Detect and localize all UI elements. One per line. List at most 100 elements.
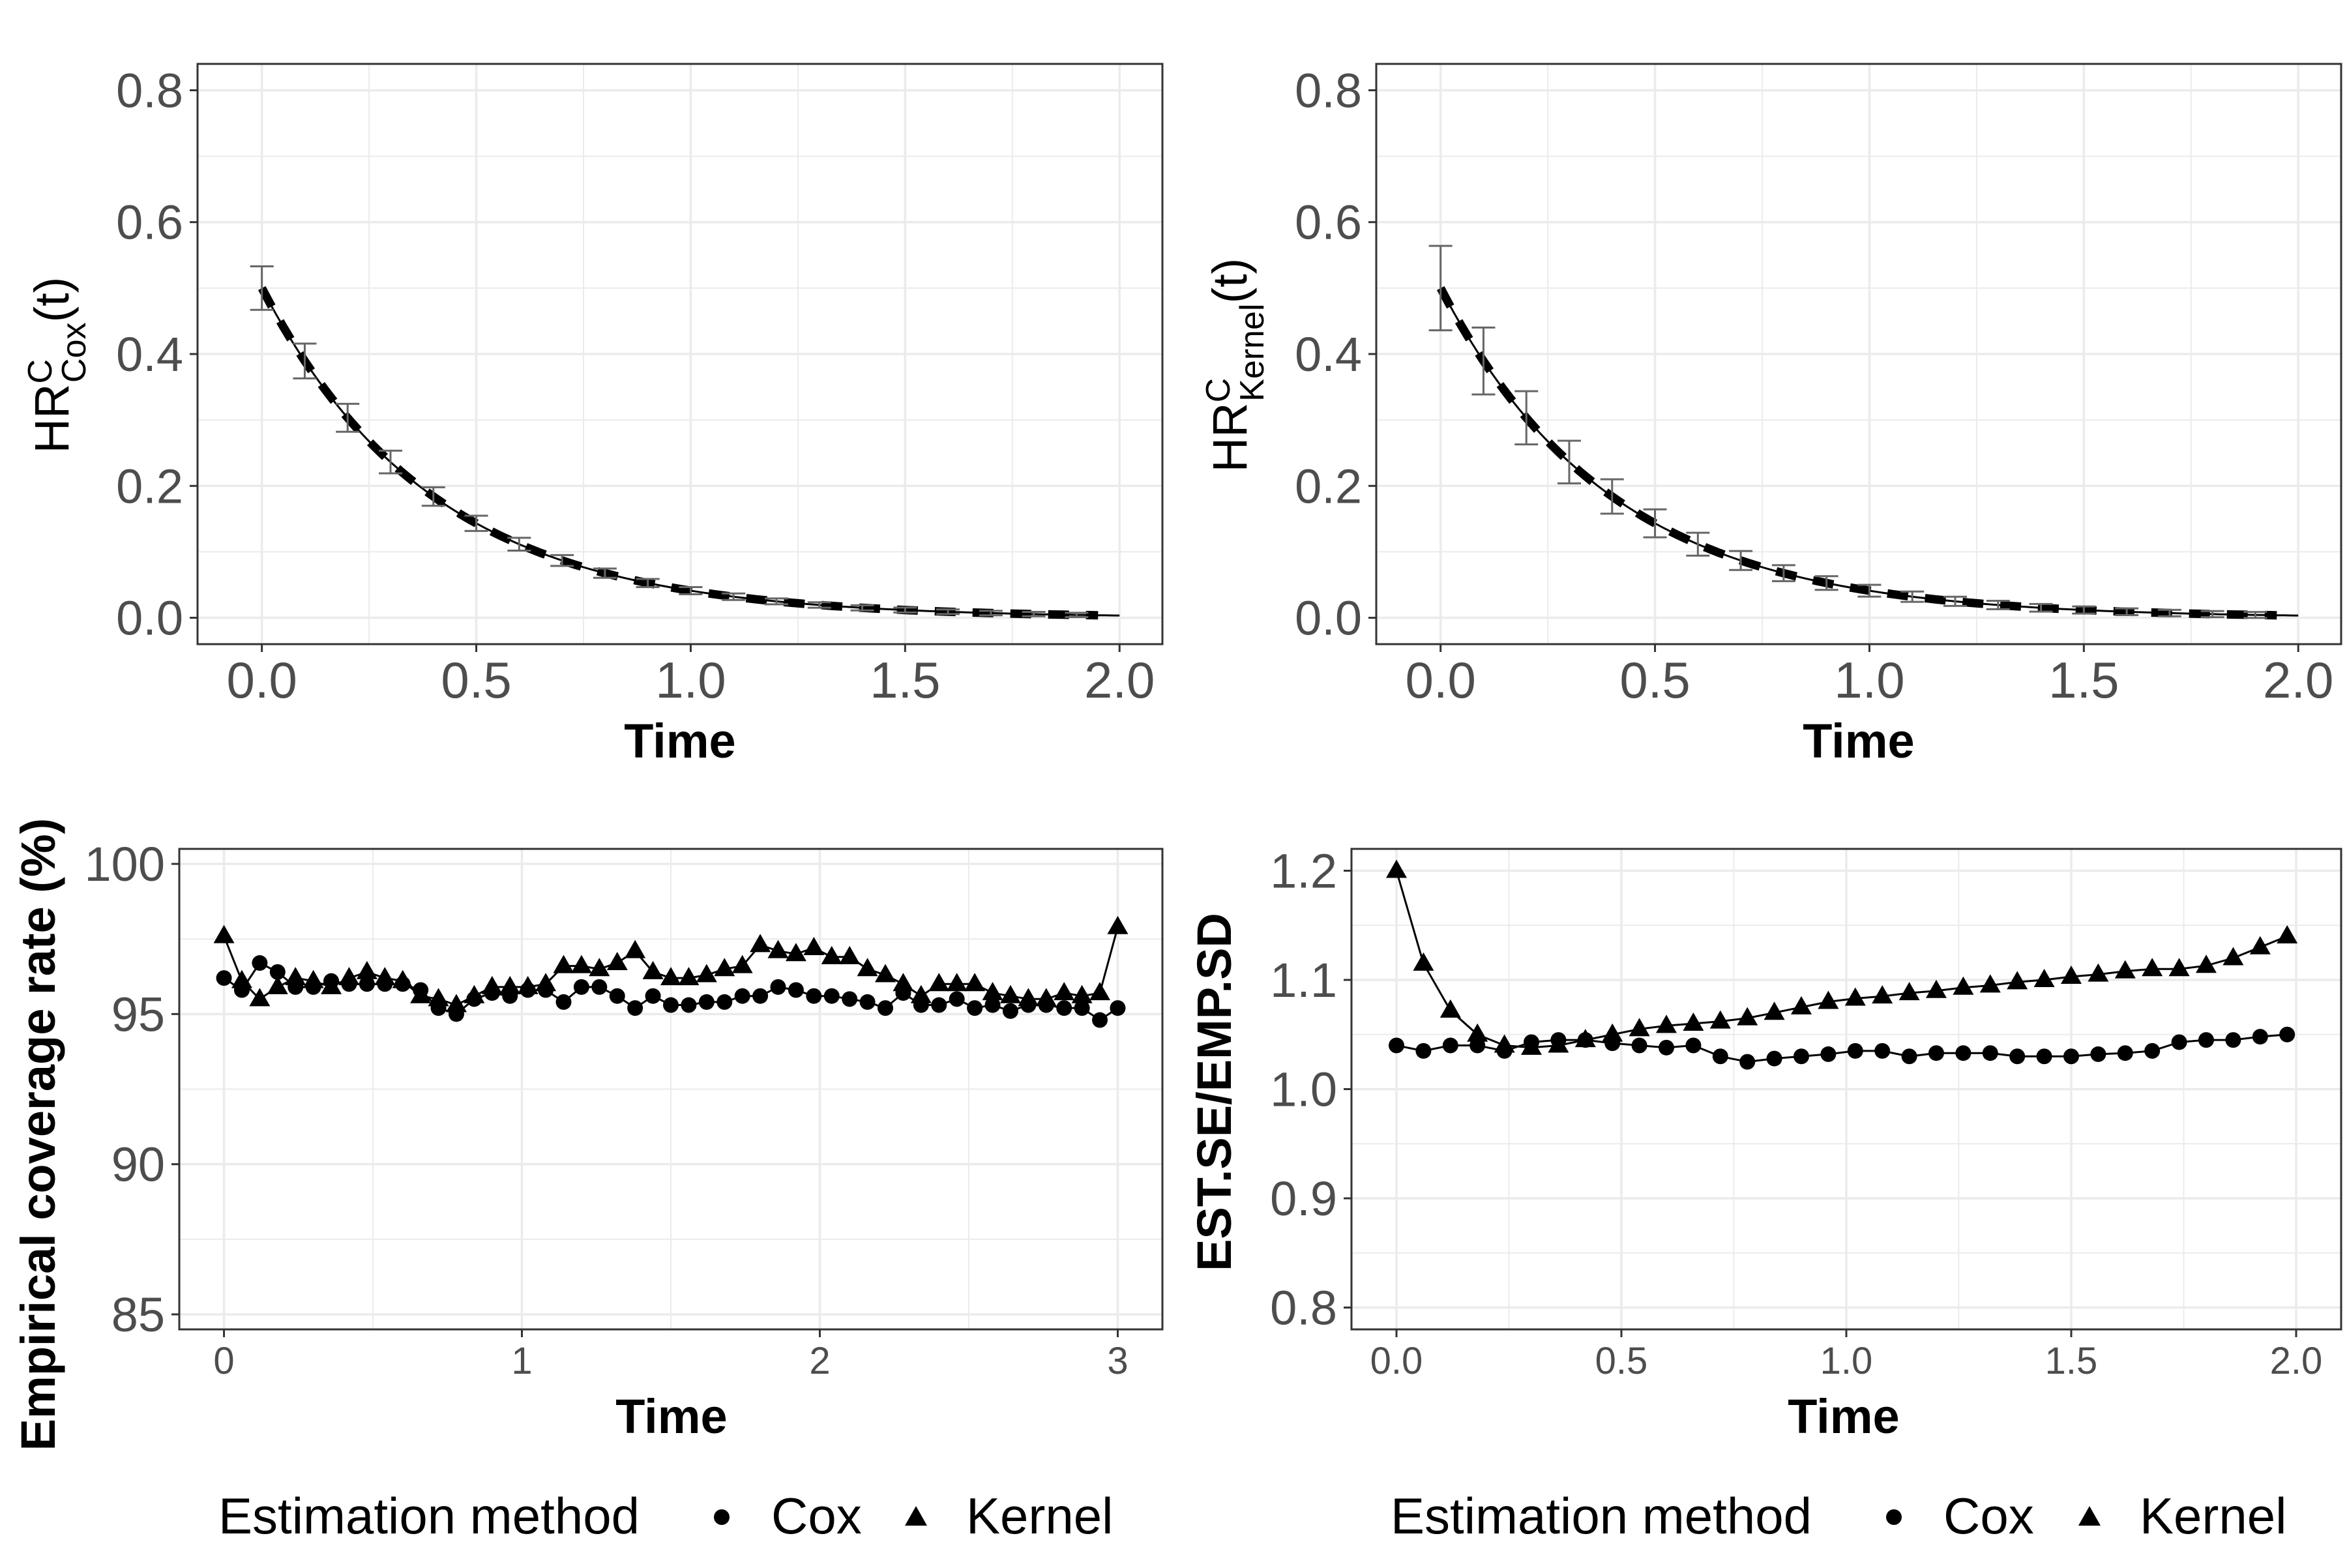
- x-tick-label: 0.5: [1619, 651, 1690, 709]
- point-kernel: [839, 945, 861, 964]
- point-cox: [1110, 1000, 1126, 1016]
- y-tick-label: 0.4: [116, 327, 183, 381]
- point-cox: [2225, 1032, 2241, 1048]
- point-kernel: [2142, 958, 2163, 977]
- y-tick-label: 85: [111, 1288, 165, 1342]
- point-cox: [252, 955, 268, 971]
- point-kernel: [1574, 1029, 1596, 1048]
- point-kernel: [2007, 971, 2028, 990]
- panel-coverage: 0 1 2 3 85 90 95 100 Time Empirical coverage ra…: [11, 818, 1164, 1451]
- y-axis-title: Empirical coverage rate (%): [11, 818, 65, 1451]
- point-cox: [2279, 1026, 2295, 1043]
- point-cox: [1074, 1000, 1090, 1016]
- y-tick-label: 100: [85, 837, 165, 891]
- point-cox: [878, 1000, 894, 1016]
- point-kernel: [285, 967, 306, 986]
- point-kernel: [2114, 960, 2136, 979]
- point-cox: [591, 979, 608, 995]
- y-tick-label: 1.2: [1270, 844, 1337, 898]
- y-tick-label: 0.9: [1270, 1172, 1337, 1226]
- point-kernel: [1764, 1001, 1785, 1020]
- point-kernel: [517, 975, 539, 994]
- panel-hr-cox-grid: [198, 64, 1162, 644]
- point-cox: [1442, 1037, 1458, 1054]
- y-tick-label: 90: [111, 1138, 165, 1192]
- series-line-kernel: [1395, 870, 2288, 1049]
- legend-kernel-marker: [2078, 1506, 2101, 1526]
- point-kernel: [2196, 954, 2217, 973]
- x-tick-label: 1.0: [1820, 1340, 1873, 1382]
- point-cox: [931, 997, 947, 1013]
- point-cox: [609, 988, 625, 1004]
- point-cox: [1928, 1045, 1944, 1061]
- point-kernel: [714, 958, 735, 977]
- point-kernel: [1494, 1034, 1515, 1053]
- point-kernel: [606, 952, 628, 971]
- point-kernel: [570, 954, 592, 973]
- point-cox: [2009, 1048, 2026, 1065]
- point-cox: [2198, 1032, 2214, 1048]
- point-kernel: [696, 964, 717, 983]
- point-kernel: [356, 960, 377, 979]
- error-bar: [507, 537, 531, 552]
- point-kernel: [338, 967, 360, 986]
- point-cox: [1820, 1046, 1837, 1062]
- x-tick-label: 1.0: [1834, 651, 1904, 709]
- point-cox: [1874, 1043, 1891, 1059]
- x-tick-label: 1.0: [655, 651, 726, 709]
- point-cox: [1659, 1039, 1674, 1056]
- panel-hr-cox-marks: [250, 265, 1120, 620]
- point-cox: [1793, 1048, 1809, 1065]
- point-kernel: [1386, 859, 1407, 878]
- point-cox: [2036, 1048, 2052, 1065]
- point-kernel: [1926, 979, 1947, 998]
- x-tick-label: 3: [1107, 1340, 1128, 1382]
- point-kernel: [767, 939, 789, 958]
- panel-se-ratio-marks: [1386, 859, 2298, 1070]
- x-tick-label: 1: [511, 1340, 532, 1382]
- point-kernel: [1602, 1023, 1623, 1042]
- error-bar: [2157, 608, 2181, 617]
- legend-kernel-marker: [905, 1506, 927, 1526]
- estimate-curve: [258, 286, 1099, 620]
- point-kernel: [1071, 984, 1093, 1003]
- error-bar: [336, 402, 360, 433]
- legend-cox-label: Cox: [771, 1487, 862, 1545]
- point-cox: [269, 964, 286, 980]
- x-tick-label: 1.5: [2048, 651, 2119, 709]
- panel-coverage-grid: [179, 849, 1162, 1329]
- series-line-cox: [1396, 1033, 2288, 1063]
- error-bar: [679, 586, 703, 596]
- point-cox: [1739, 1054, 1756, 1070]
- y-tick-label: 1.0: [1270, 1063, 1337, 1117]
- y-tick-label: 0.2: [1295, 459, 1362, 513]
- point-cox: [1092, 1012, 1108, 1028]
- point-cox: [752, 988, 769, 1004]
- point-kernel: [660, 967, 681, 986]
- error-bar: [1471, 326, 1496, 396]
- point-cox: [2144, 1043, 2161, 1059]
- y-tick-label: 0.6: [1295, 196, 1362, 250]
- error-bar: [1643, 508, 1667, 539]
- point-cox: [806, 988, 822, 1004]
- y-tick-label: 0.4: [1295, 327, 1362, 381]
- y-tick-label: 1.1: [1270, 953, 1337, 1007]
- point-cox: [1415, 1043, 1432, 1059]
- point-kernel: [428, 988, 449, 1007]
- legend-right: Estimation method Cox Kernel: [1391, 1487, 2286, 1545]
- y-tick-label: 0.0: [1295, 591, 1362, 645]
- x-tick-label: 2.0: [2270, 1340, 2323, 1382]
- error-bar: [1857, 584, 1882, 598]
- point-kernel: [1521, 1036, 1542, 1055]
- x-axis-title: Time: [1788, 1389, 1899, 1443]
- point-cox: [1056, 1000, 1072, 1016]
- x-tick-label: 2: [809, 1340, 830, 1382]
- x-tick-label: 0.5: [1595, 1340, 1648, 1382]
- panel-coverage-ticks: 0 1 2 3 85 90 95 100: [85, 837, 1129, 1382]
- error-bar: [550, 554, 574, 567]
- x-tick-label: 1.5: [870, 651, 940, 709]
- x-tick-label: 0.0: [1405, 651, 1475, 709]
- panel-hr-kernel-marks: [1428, 244, 2299, 620]
- legend-cox-label: Cox: [1943, 1487, 2034, 1545]
